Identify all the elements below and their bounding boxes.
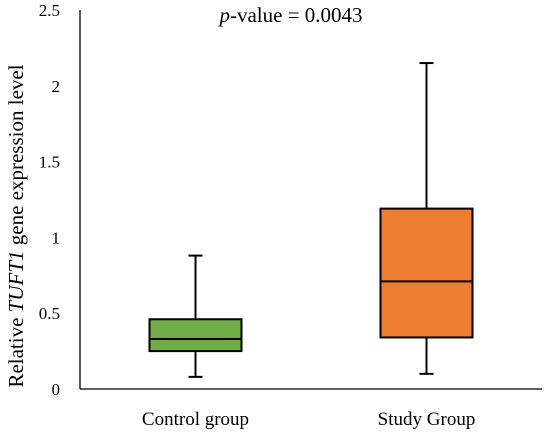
category-labels: Control group Study Group	[142, 409, 475, 430]
category-label: Study Group	[378, 409, 476, 430]
y-tick-label: 2.5	[39, 1, 60, 20]
y-tick-label: 2	[52, 77, 61, 96]
y-tick-label: 0.5	[39, 304, 60, 323]
box-study-group	[379, 62, 474, 375]
y-tick-labels: 0 0.5 1 1.5 2 2.5	[39, 1, 60, 399]
y-axis-label: Relative TUFT1 gene expression level	[4, 64, 28, 387]
box-control-group	[148, 254, 243, 378]
boxes	[148, 62, 474, 378]
y-tick-label: 1.5	[39, 153, 60, 172]
axes	[79, 10, 542, 390]
interquartile-box	[379, 207, 474, 339]
p-value-annotation: p-value = 0.0043	[217, 3, 362, 27]
y-tick-label: 0	[52, 380, 61, 399]
category-label: Control group	[142, 409, 249, 430]
interquartile-box	[148, 318, 243, 353]
y-tick-label: 1	[52, 228, 61, 247]
